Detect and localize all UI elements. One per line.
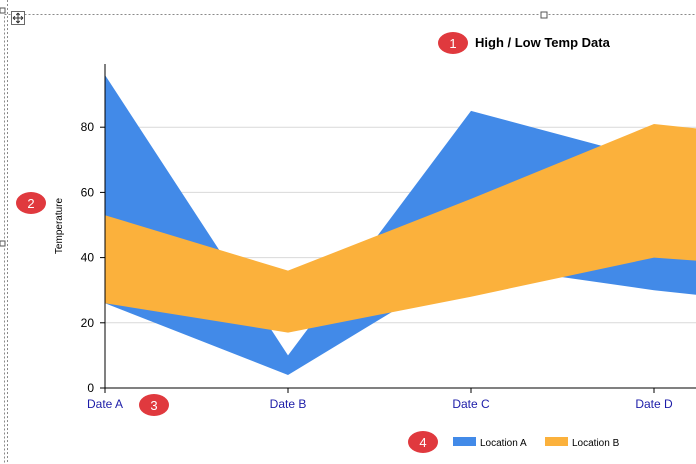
x-tick-label-2: Date C <box>452 397 490 411</box>
x-tick-labels: Date A Date B Date C Date D <box>87 388 673 411</box>
series-areas <box>104 75 696 375</box>
callout-badge-3: 3 <box>139 394 169 416</box>
resize-handle-middle-left[interactable] <box>0 240 6 247</box>
svg-text:1: 1 <box>449 36 456 51</box>
callout-badge-4: 4 <box>408 431 438 453</box>
resize-handle-top-left[interactable] <box>0 7 6 14</box>
resize-handle-top-middle[interactable] <box>540 11 548 19</box>
y-tick-label-20: 20 <box>81 316 95 330</box>
y-tick-label-0: 0 <box>87 381 94 395</box>
y-tick-labels: 0 20 40 60 80 <box>81 120 95 395</box>
callout-badge-2: 2 <box>16 192 46 214</box>
x-tick-label-0: Date A <box>87 397 123 411</box>
svg-text:2: 2 <box>27 196 34 211</box>
legend-swatch-location-a <box>453 437 476 446</box>
legend-label-location-a: Location A <box>480 438 527 449</box>
svg-text:4: 4 <box>419 435 426 450</box>
move-handle-icon[interactable] <box>11 11 25 25</box>
svg-text:3: 3 <box>150 398 157 413</box>
y-tick-label-60: 60 <box>81 185 95 199</box>
series-area-location-b <box>105 123 696 333</box>
axes <box>104 64 696 389</box>
y-tick-label-80: 80 <box>81 120 95 134</box>
legend-label-location-b: Location B <box>572 438 620 449</box>
legend-swatch-location-b <box>545 437 568 446</box>
x-tick-label-1: Date B <box>270 397 307 411</box>
series-area-location-a <box>105 75 696 375</box>
chart-title: High / Low Temp Data <box>475 35 611 50</box>
legend: Location A Location B <box>453 437 620 449</box>
y-axis-title: Temperature <box>54 197 65 254</box>
x-tick-label-3: Date D <box>635 397 673 411</box>
y-tick-label-40: 40 <box>81 251 95 265</box>
callout-badge-1: 1 <box>438 32 468 54</box>
